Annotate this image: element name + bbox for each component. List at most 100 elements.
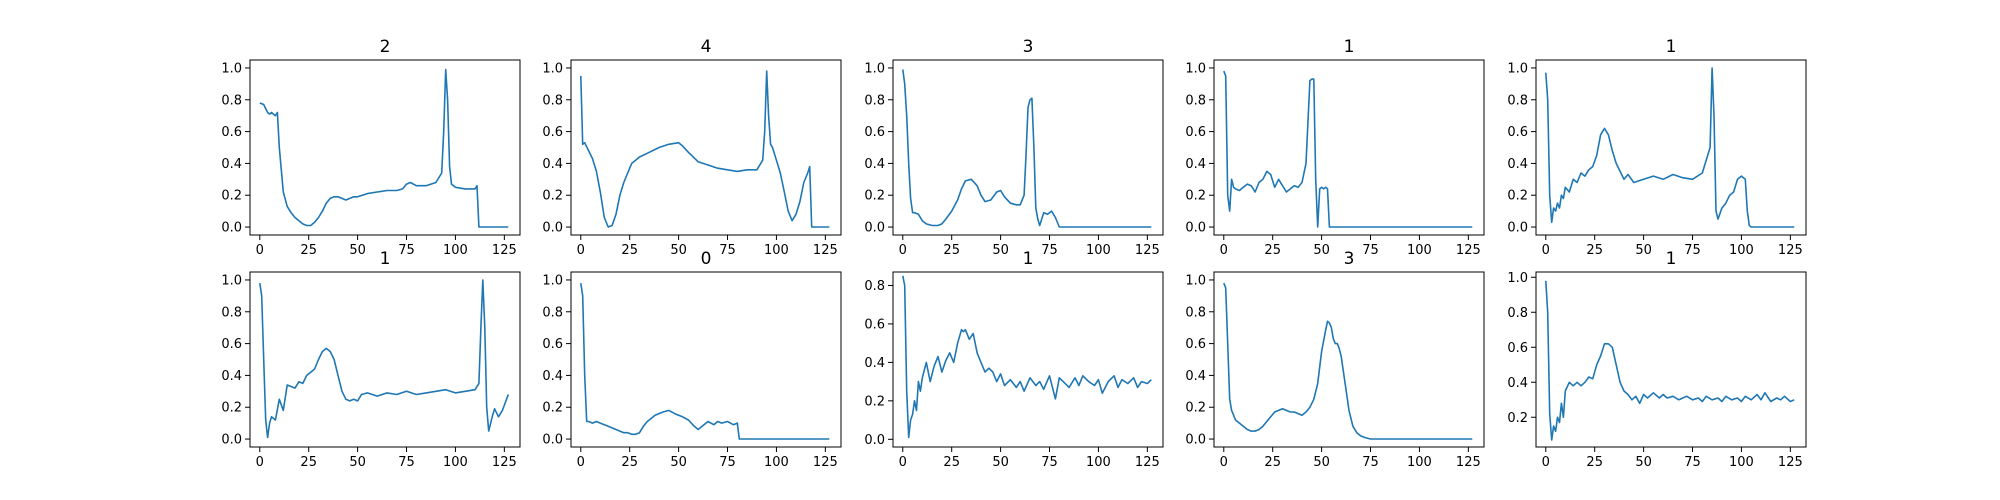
x-tick-label: 50 [1313,455,1330,470]
x-tick-label: 125 [1778,455,1803,470]
subplot-title: 0 [701,249,712,269]
x-tick-label: 75 [719,243,736,258]
x-tick-label: 25 [1264,455,1281,470]
subplot-title: 1 [380,249,391,269]
x-tick-label: 0 [1220,455,1228,470]
x-tick-label: 75 [1362,243,1379,258]
x-tick-label: 50 [1635,455,1652,470]
y-tick-label: 1.0 [221,61,242,76]
y-tick-label: 0.2 [542,401,563,416]
y-tick-label: 0.6 [1507,125,1528,140]
y-tick-label: 0.4 [1185,369,1206,384]
x-tick-label: 25 [1586,243,1603,258]
x-tick-label: 75 [1362,455,1379,470]
y-tick-label: 0.8 [1507,93,1528,108]
y-tick-label: 0.6 [542,337,563,352]
y-tick-label: 1.0 [1507,271,1528,286]
y-tick-label: 0.0 [542,433,563,448]
x-tick-label: 125 [1135,455,1160,470]
y-tick-label: 0.6 [864,317,885,332]
series-line [1545,280,1795,441]
y-tick-label: 0.2 [864,394,885,409]
subplot-title: 1 [1666,37,1677,57]
y-tick-label: 0.2 [1185,401,1206,416]
series-line [580,282,830,440]
x-tick-label: 100 [1086,455,1111,470]
y-tick-label: 0.8 [1185,93,1206,108]
series-line [1545,67,1795,228]
axes-frame [249,59,521,236]
x-tick-label: 50 [992,243,1009,258]
axes-frame [892,59,1164,236]
x-tick-label: 75 [1041,455,1058,470]
x-tick-label: 125 [813,243,838,258]
x-tick-label: 0 [1220,243,1228,258]
x-tick-label: 75 [398,455,415,470]
y-tick-label: 0.4 [1507,157,1528,172]
y-tick-label: 1.0 [542,61,563,76]
x-tick-label: 50 [1313,243,1330,258]
y-tick-label: 0.0 [1185,433,1206,448]
x-tick-label: 0 [256,243,264,258]
subplot-10: 1 0 25 50 75 100 125 0.2 0.4 0.6 0.8 1.0 [1507,249,1807,470]
x-tick-label: 75 [719,455,736,470]
y-tick-label: 0.0 [221,433,242,448]
x-tick-label: 25 [621,243,638,258]
axes-frame [1213,59,1485,236]
x-tick-label: 75 [1684,243,1701,258]
y-tick-label: 0.0 [542,221,563,236]
y-tick-label: 0.4 [221,157,242,172]
x-tick-label: 0 [577,455,585,470]
y-tick-label: 0.4 [542,157,563,172]
x-tick-label: 25 [300,455,317,470]
axes-frame [570,59,842,236]
series-line [902,69,1152,228]
subplot-1: 2 0 25 50 75 100 125 0.0 0.2 0.4 0.6 0.8 1.0 [221,37,521,258]
subplot-5: 1 0 25 50 75 100 125 0.0 0.2 0.4 0.6 0.8 1.0 [1507,37,1807,258]
x-tick-label: 25 [943,455,960,470]
x-tick-label: 100 [443,243,468,258]
y-tick-label: 0.0 [221,221,242,236]
axes-frame [570,271,842,448]
y-tick-label: 0.0 [864,433,885,448]
x-tick-label: 100 [443,455,468,470]
x-tick-label: 125 [492,243,517,258]
x-tick-label: 100 [1407,455,1432,470]
subplot-title: 1 [1344,37,1355,57]
y-tick-label: 0.4 [864,157,885,172]
subplot-title: 1 [1666,249,1677,269]
x-tick-label: 50 [670,243,687,258]
y-tick-label: 0.8 [542,93,563,108]
y-tick-label: 1.0 [864,61,885,76]
x-tick-label: 0 [899,455,907,470]
y-tick-label: 0.6 [1185,337,1206,352]
x-tick-label: 0 [1542,243,1550,258]
x-tick-label: 100 [1729,243,1754,258]
y-tick-label: 0.2 [221,401,242,416]
x-tick-label: 50 [670,455,687,470]
x-tick-label: 75 [398,243,415,258]
y-tick-label: 0.4 [1507,376,1528,391]
axes-frame [1535,59,1807,236]
y-tick-label: 0.4 [542,369,563,384]
x-tick-label: 50 [1635,243,1652,258]
subplot-4: 1 0 25 50 75 100 125 0.0 0.2 0.4 0.6 0.8 1.0 [1185,37,1485,258]
x-tick-label: 0 [899,243,907,258]
x-tick-label: 0 [256,455,264,470]
x-tick-label: 125 [1778,243,1803,258]
y-tick-label: 0.4 [221,369,242,384]
subplot-2: 4 0 25 50 75 100 125 0.0 0.2 0.4 0.6 0.8 1.0 [542,37,842,258]
x-tick-label: 125 [1456,455,1481,470]
y-tick-label: 1.0 [1185,61,1206,76]
x-tick-label: 75 [1041,243,1058,258]
y-tick-label: 0.0 [1507,221,1528,236]
x-tick-label: 25 [1586,455,1603,470]
x-tick-label: 25 [1264,243,1281,258]
x-tick-label: 125 [1135,243,1160,258]
subplot-9: 3 0 25 50 75 100 125 0.0 0.2 0.4 0.6 0.8 1.0 [1185,249,1485,470]
y-tick-label: 0.8 [221,305,242,320]
x-tick-label: 25 [943,243,960,258]
x-tick-label: 25 [300,243,317,258]
axes-frame [249,271,521,448]
